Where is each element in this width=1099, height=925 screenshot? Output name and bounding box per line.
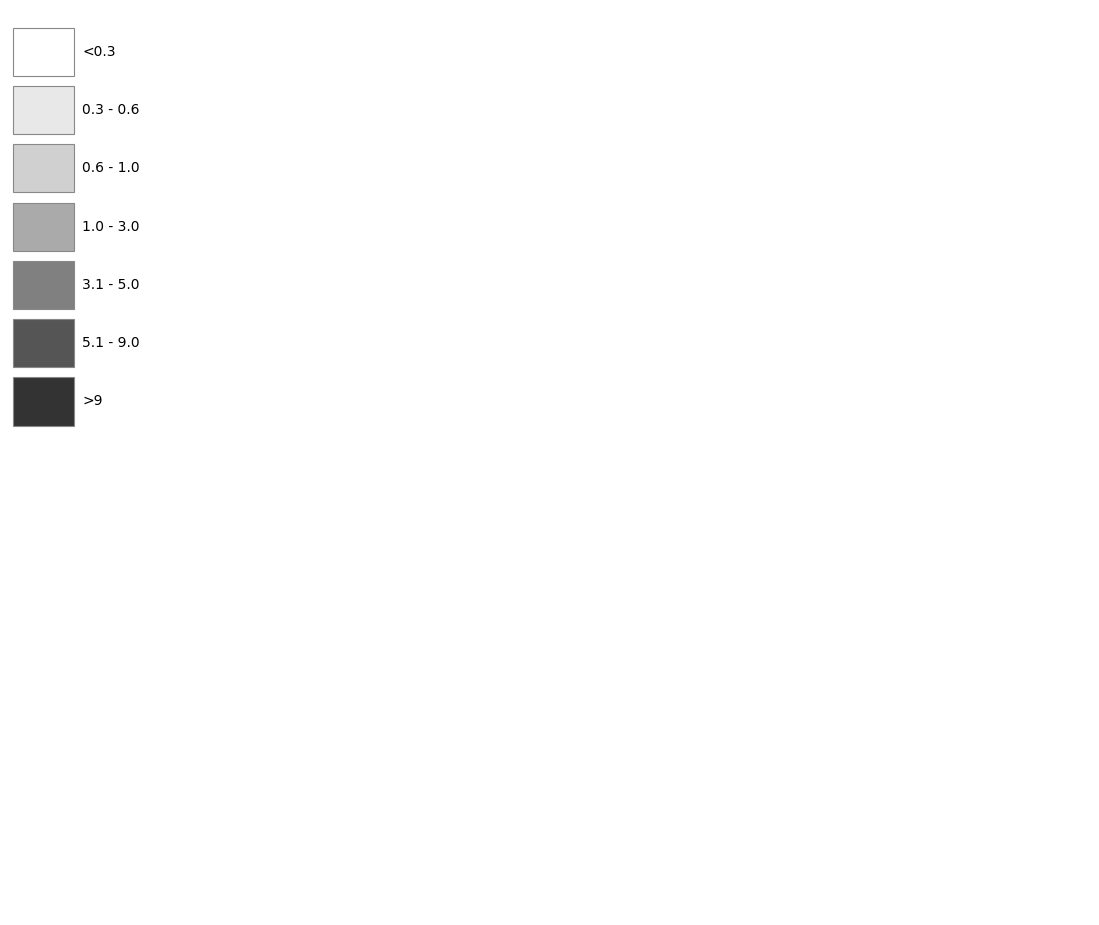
Text: 5.1 - 9.0: 5.1 - 9.0 [82, 336, 140, 351]
Text: 1.0 - 3.0: 1.0 - 3.0 [82, 219, 140, 234]
Text: <0.3: <0.3 [82, 44, 115, 59]
Text: 0.6 - 1.0: 0.6 - 1.0 [82, 161, 140, 176]
Text: >9: >9 [82, 394, 103, 409]
Text: 3.1 - 5.0: 3.1 - 5.0 [82, 278, 140, 292]
Text: 0.3 - 0.6: 0.3 - 0.6 [82, 103, 140, 117]
